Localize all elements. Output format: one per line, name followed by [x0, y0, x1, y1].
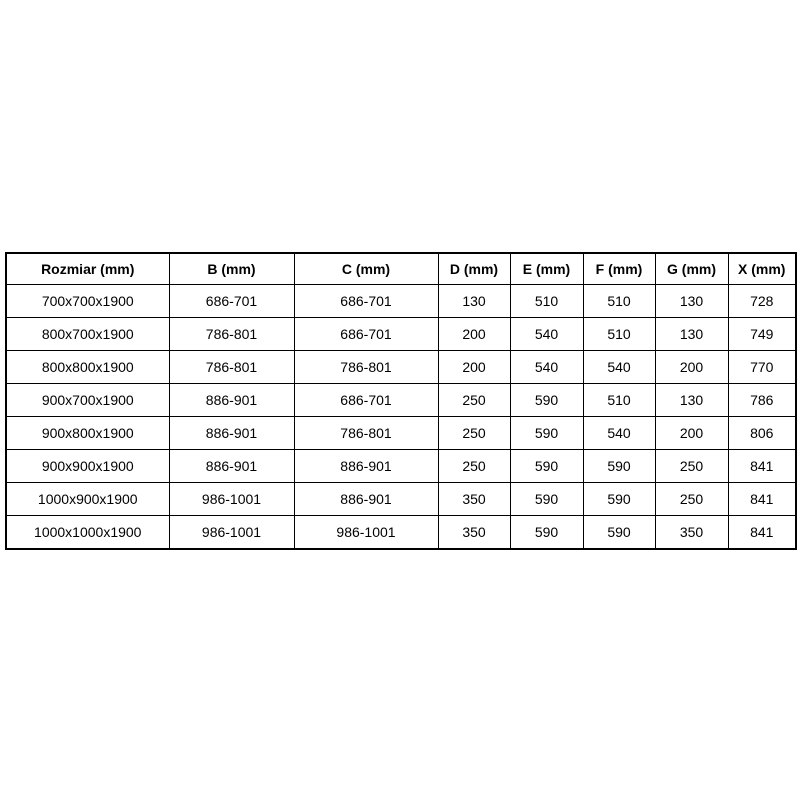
table-cell: 250: [437, 383, 511, 417]
table-cell: 686-701: [168, 284, 295, 318]
table-body: 700x700x1900 686-701 686-701 130 510 510 130 72…: [5, 284, 797, 550]
table-cell: 900x900x1900: [5, 449, 170, 483]
table-cell: 786-801: [293, 350, 439, 384]
table-cell: 900x700x1900: [5, 383, 170, 417]
table-cell: 510: [582, 284, 656, 318]
table-cell: 200: [437, 350, 511, 384]
table-cell: 590: [509, 515, 584, 550]
table-cell: 986-1001: [168, 482, 295, 516]
table-cell: 130: [654, 284, 729, 318]
table-cell: 786: [727, 383, 797, 417]
column-header: B (mm): [168, 252, 295, 285]
table-head: Rozmiar (mm) B (mm) C (mm) D (mm) E (mm) F (m…: [5, 252, 797, 285]
table-cell: 250: [437, 449, 511, 483]
column-header: F (mm): [582, 252, 656, 285]
table-cell: 590: [509, 482, 584, 516]
table-cell: 986-1001: [168, 515, 295, 550]
table-cell: 130: [437, 284, 511, 318]
table-row: 900x800x1900 886-901 786-801 250 590 540 200 80…: [5, 416, 797, 450]
table-cell: 686-701: [293, 383, 439, 417]
table-cell: 986-1001: [293, 515, 439, 550]
table-cell: 700x700x1900: [5, 284, 170, 318]
table-cell: 350: [437, 515, 511, 550]
table-cell: 806: [727, 416, 797, 450]
table-cell: 786-801: [293, 416, 439, 450]
table-cell: 841: [727, 449, 797, 483]
column-header: X (mm): [727, 252, 797, 285]
table-cell: 786-801: [168, 317, 295, 351]
table-cell: 250: [654, 449, 729, 483]
table-row: 1000x1000x1900 986-1001 986-1001 350 590 590 3…: [5, 515, 797, 550]
table-cell: 590: [509, 383, 584, 417]
table-cell: 886-901: [168, 383, 295, 417]
table-cell: 540: [582, 350, 656, 384]
table-cell: 200: [437, 317, 511, 351]
table-cell: 590: [509, 449, 584, 483]
table-cell: 800x800x1900: [5, 350, 170, 384]
table-cell: 686-701: [293, 317, 439, 351]
table-cell: 540: [582, 416, 656, 450]
column-header: D (mm): [437, 252, 511, 285]
column-header: G (mm): [654, 252, 729, 285]
table-cell: 590: [509, 416, 584, 450]
table-cell: 200: [654, 416, 729, 450]
table-row: 700x700x1900 686-701 686-701 130 510 510 130 72…: [5, 284, 797, 318]
column-header: Rozmiar (mm): [5, 252, 170, 285]
dimensions-table-container: Rozmiar (mm) B (mm) C (mm) D (mm) E (mm) F (m…: [5, 252, 797, 550]
dimensions-table: Rozmiar (mm) B (mm) C (mm) D (mm) E (mm) F (m…: [5, 252, 797, 550]
table-cell: 130: [654, 317, 729, 351]
table-cell: 590: [582, 515, 656, 550]
table-row: 800x700x1900 786-801 686-701 200 540 510 130 74…: [5, 317, 797, 351]
table-cell: 749: [727, 317, 797, 351]
table-cell: 770: [727, 350, 797, 384]
table-row: 1000x900x1900 986-1001 886-901 350 590 590 250…: [5, 482, 797, 516]
table-cell: 1000x900x1900: [5, 482, 170, 516]
table-cell: 841: [727, 482, 797, 516]
table-cell: 510: [509, 284, 584, 318]
table-cell: 540: [509, 317, 584, 351]
table-row: 900x700x1900 886-901 686-701 250 590 510 130 78…: [5, 383, 797, 417]
table-cell: 1000x1000x1900: [5, 515, 170, 550]
column-header: E (mm): [509, 252, 584, 285]
table-cell: 900x800x1900: [5, 416, 170, 450]
table-cell: 350: [437, 482, 511, 516]
table-cell: 786-801: [168, 350, 295, 384]
table-cell: 590: [582, 482, 656, 516]
table-cell: 590: [582, 449, 656, 483]
table-cell: 200: [654, 350, 729, 384]
table-cell: 800x700x1900: [5, 317, 170, 351]
table-cell: 250: [654, 482, 729, 516]
table-cell: 886-901: [293, 449, 439, 483]
header-row: Rozmiar (mm) B (mm) C (mm) D (mm) E (mm) F (m…: [5, 252, 797, 285]
table-row: 800x800x1900 786-801 786-801 200 540 540 200 77…: [5, 350, 797, 384]
table-cell: 510: [582, 317, 656, 351]
table-cell: 510: [582, 383, 656, 417]
table-cell: 841: [727, 515, 797, 550]
table-cell: 350: [654, 515, 729, 550]
table-cell: 886-901: [168, 416, 295, 450]
table-cell: 540: [509, 350, 584, 384]
table-cell: 130: [654, 383, 729, 417]
table-cell: 886-901: [293, 482, 439, 516]
table-row: 900x900x1900 886-901 886-901 250 590 590 250 84…: [5, 449, 797, 483]
table-cell: 886-901: [168, 449, 295, 483]
table-cell: 728: [727, 284, 797, 318]
column-header: C (mm): [293, 252, 439, 285]
table-cell: 686-701: [293, 284, 439, 318]
table-cell: 250: [437, 416, 511, 450]
